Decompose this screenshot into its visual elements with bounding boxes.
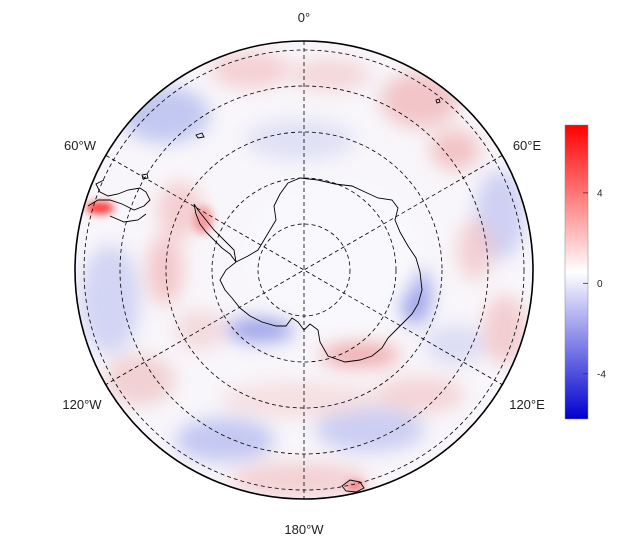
colorbar-tick-label: 0 [597, 279, 603, 290]
colorbar-ticks: 4 0 -4 [583, 188, 606, 380]
graticule [83, 41, 525, 499]
meridian-60w-120e [105, 155, 503, 385]
colorbar-tick-label: 4 [597, 188, 603, 199]
antarctic-peninsula-coastline [193, 203, 237, 263]
lon-label-lower-left: 120°W [62, 397, 102, 412]
field-heatmap [75, 41, 533, 499]
lon-label-upper-right: 60°E [513, 138, 542, 153]
lon-label-top: 0° [298, 10, 310, 25]
lon-label-upper-left: 60°W [64, 138, 97, 153]
longitude-labels: 0° 60°W 60°E 120°W 120°E 180°W [62, 10, 545, 537]
meridian-60e-120w [105, 155, 503, 385]
small-island-coastline [195, 132, 205, 139]
lon-label-lower-right: 120°E [509, 397, 545, 412]
parallel-ring [165, 131, 443, 409]
parallel-ring [211, 177, 397, 363]
small-island-coastline [141, 173, 149, 180]
colorbar-gradient [564, 124, 589, 420]
small-island-coastline [435, 98, 441, 104]
south-america-coastline [87, 179, 151, 223]
coastlines [87, 98, 441, 493]
small-island-coastline [341, 479, 365, 493]
colorbar: 4 0 -4 [564, 124, 606, 420]
map-boundary [74, 40, 534, 500]
colorbar-tick-label: -4 [597, 369, 606, 380]
lon-label-bottom: 180°W [284, 522, 324, 537]
